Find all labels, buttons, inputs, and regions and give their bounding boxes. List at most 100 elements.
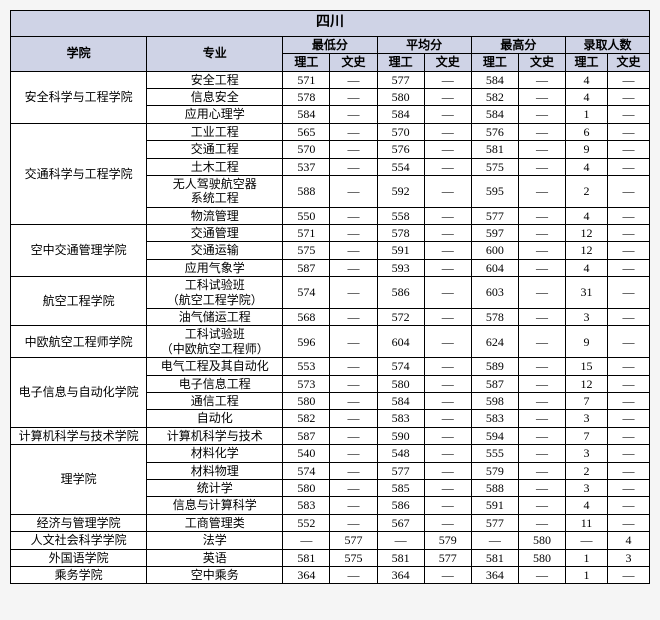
score-cell: 572 (377, 309, 424, 326)
score-cell: — (518, 427, 565, 444)
score-cell: — (424, 158, 471, 175)
score-cell: 4 (566, 158, 608, 175)
score-cell: — (607, 259, 649, 276)
sub-col: 文史 (518, 54, 565, 71)
score-cell: 540 (283, 445, 330, 462)
major-cell: 材料物理 (147, 462, 283, 479)
table-row: 安全科学与工程学院安全工程571—577—584—4— (11, 71, 650, 88)
score-cell: — (330, 88, 377, 105)
score-cell: 576 (471, 123, 518, 140)
score-cell: — (330, 141, 377, 158)
score-cell: — (424, 225, 471, 242)
score-cell: — (471, 532, 518, 549)
college-cell: 人文社会科学学院 (11, 532, 147, 549)
score-cell: 11 (566, 514, 608, 531)
score-cell: — (330, 277, 377, 309)
score-cell: 578 (283, 88, 330, 105)
score-cell: 574 (283, 277, 330, 309)
score-cell: 587 (283, 259, 330, 276)
major-cell: 油气储运工程 (147, 309, 283, 326)
score-cell: 553 (283, 358, 330, 375)
score-cell: — (607, 123, 649, 140)
major-cell: 无人驾驶航空器系统工程 (147, 175, 283, 207)
score-cell: — (330, 71, 377, 88)
table-row: 交通科学与工程学院工业工程565—570—576—6— (11, 123, 650, 140)
score-cell: — (330, 123, 377, 140)
major-cell: 交通管理 (147, 225, 283, 242)
score-cell: — (283, 532, 330, 549)
sub-col: 文史 (424, 54, 471, 71)
table-row: 计算机科学与技术学院计算机科学与技术587—590—594—7— (11, 427, 650, 444)
score-cell: 12 (566, 242, 608, 259)
score-cell: — (518, 462, 565, 479)
score-cell: 577 (377, 71, 424, 88)
score-cell: 583 (377, 410, 424, 427)
score-cell: — (518, 259, 565, 276)
score-cell: 565 (283, 123, 330, 140)
score-cell: 580 (283, 393, 330, 410)
score-cell: — (518, 309, 565, 326)
score-cell: 577 (471, 514, 518, 531)
score-cell: — (518, 175, 565, 207)
score-cell: 591 (377, 242, 424, 259)
score-cell: — (424, 88, 471, 105)
table-head: 四川 学院 专业 最低分 平均分 最高分 录取人数 理工文史理工文史理工文史理工… (11, 11, 650, 72)
score-cell: 2 (566, 462, 608, 479)
score-cell: — (330, 393, 377, 410)
score-cell: — (518, 88, 565, 105)
score-cell: 577 (424, 549, 471, 566)
score-cell: — (330, 106, 377, 123)
score-cell: — (607, 462, 649, 479)
score-cell: — (518, 410, 565, 427)
score-cell: 584 (377, 106, 424, 123)
score-cell: 570 (377, 123, 424, 140)
score-cell: — (518, 242, 565, 259)
major-cell: 工科试验班（航空工程学院） (147, 277, 283, 309)
score-cell: — (518, 207, 565, 224)
sub-col: 文史 (330, 54, 377, 71)
score-cell: 580 (518, 532, 565, 549)
score-cell: 581 (471, 549, 518, 566)
score-cell: 558 (377, 207, 424, 224)
score-cell: 7 (566, 393, 608, 410)
score-cell: 550 (283, 207, 330, 224)
score-cell: 570 (283, 141, 330, 158)
score-cell: 3 (566, 445, 608, 462)
major-cell: 空中乘务 (147, 566, 283, 583)
score-cell: — (607, 207, 649, 224)
score-cell: 1 (566, 106, 608, 123)
score-cell: 587 (283, 427, 330, 444)
score-cell: 537 (283, 158, 330, 175)
table-row: 理学院材料化学540—548—555—3— (11, 445, 650, 462)
score-cell: 604 (471, 259, 518, 276)
score-cell: — (424, 358, 471, 375)
score-cell: — (607, 88, 649, 105)
sub-col: 理工 (566, 54, 608, 71)
score-cell: 624 (471, 326, 518, 358)
col-count: 录取人数 (566, 36, 650, 53)
score-cell: 576 (377, 141, 424, 158)
score-cell: 595 (471, 175, 518, 207)
major-cell: 信息安全 (147, 88, 283, 105)
score-cell: — (607, 242, 649, 259)
score-cell: 581 (283, 549, 330, 566)
col-min: 最低分 (283, 36, 377, 53)
col-max: 最高分 (471, 36, 565, 53)
score-cell: 604 (377, 326, 424, 358)
score-cell: 580 (377, 375, 424, 392)
score-cell: 579 (424, 532, 471, 549)
score-cell: — (607, 71, 649, 88)
score-cell: 584 (283, 106, 330, 123)
table-row: 电子信息与自动化学院电气工程及其自动化553—574—589—15— (11, 358, 650, 375)
score-cell: 593 (377, 259, 424, 276)
major-cell: 交通工程 (147, 141, 283, 158)
score-cell: — (424, 514, 471, 531)
score-cell: 555 (471, 445, 518, 462)
score-cell: 575 (471, 158, 518, 175)
score-cell: 584 (377, 393, 424, 410)
score-cell: — (424, 497, 471, 514)
score-cell: 3 (566, 309, 608, 326)
score-cell: — (518, 497, 565, 514)
score-cell: 584 (471, 106, 518, 123)
score-cell: — (607, 514, 649, 531)
